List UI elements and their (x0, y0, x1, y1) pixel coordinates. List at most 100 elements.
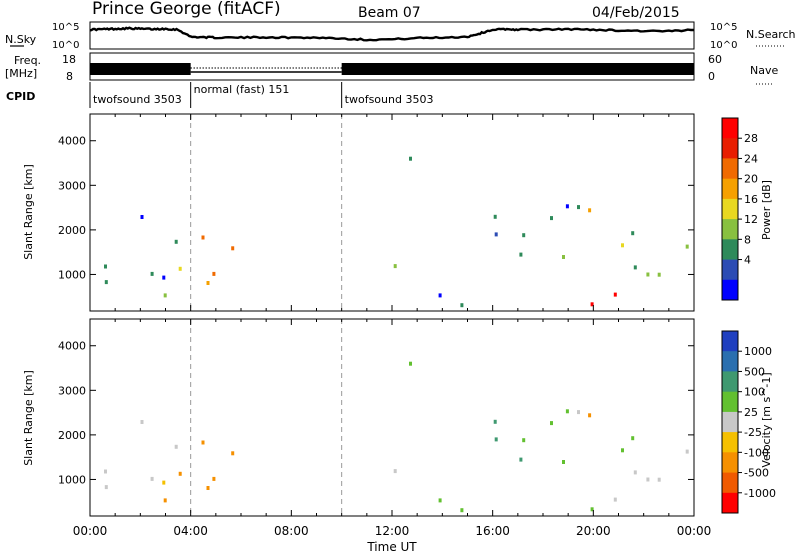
nave-tick-bottom: 0 (708, 70, 715, 83)
power-echo-cell (577, 205, 580, 210)
power-colorbar-swatch (722, 239, 738, 260)
velocity-colorbar-swatch (722, 472, 738, 494)
cpid-entry: twofsound 3503 (93, 93, 182, 106)
power-echo-cell (657, 272, 661, 277)
power-ylabel: Slant Range [km] (22, 164, 35, 260)
power-colorbar-tick-label: 12 (744, 213, 758, 226)
date-label: 04/Feb/2015 (592, 5, 680, 21)
time-tick-label: 00:00 (677, 524, 712, 538)
velocity-colorbar-label: Velocity [m s^-1] (760, 372, 773, 467)
power-colorbar-tick-label: 4 (744, 254, 751, 267)
cpid-entry: twofsound 3503 (345, 93, 434, 106)
nsky-tick-top: 10^5 (52, 22, 79, 33)
beam-label: Beam 07 (358, 5, 421, 21)
power-colorbar: 28 24 20 16 12 8 4 (721, 117, 758, 301)
velocity-echo-cell (562, 460, 565, 464)
power-plot-area (90, 114, 694, 311)
velocity-colorbar-tick-label: 1000 (744, 345, 772, 358)
velocity-echo-cell (174, 444, 178, 449)
velocity-colorbar-swatch (722, 452, 738, 473)
velocity-echo-cell (460, 508, 464, 513)
nave-label: Nave (750, 64, 778, 77)
nsky-label: N.Sky (5, 33, 37, 46)
power-y-ticks: 1000 2000 3000 4000 (58, 135, 694, 281)
nsearch-label: N.Search (746, 28, 796, 41)
velocity-colorbar-swatch (722, 492, 738, 514)
power-echo-cell (140, 215, 144, 219)
power-echo-cell (565, 204, 569, 209)
power-echo-cell (590, 302, 594, 307)
velocity-colorbar-swatch (722, 351, 738, 372)
nsky-panel: N.Sky 10^5 10^0 10^5 10^0 N.Search (5, 21, 796, 51)
velocity-echo-cell (519, 457, 523, 462)
velocity-echo-cells (104, 361, 689, 513)
velocity-colorbar-tick-label: 500 (744, 365, 765, 378)
velocity-echo-cell (646, 477, 650, 482)
velocity-colorbar-tick-label: -25 (744, 426, 762, 439)
power-echo-cell (163, 293, 167, 298)
velocity-colorbar-swatch (722, 432, 738, 453)
velocity-echo-cell (631, 436, 635, 441)
velocity-echo-cell (393, 469, 397, 474)
power-colorbar-swatch (722, 198, 738, 220)
power-x-ticks (89, 114, 695, 311)
time-tick-label: 08:00 (274, 524, 309, 538)
power-echo-cell (104, 280, 108, 285)
velocity-colorbar-swatch (722, 391, 738, 413)
velocity-echo-cell (493, 419, 497, 424)
power-echo-cell (613, 292, 617, 297)
freq-unit: [MHz] (5, 67, 37, 80)
y-tick-label: 4000 (58, 135, 86, 148)
y-tick-label: 2000 (58, 224, 86, 237)
freq-tick-top: 18 (62, 53, 76, 66)
velocity-echo-cell (577, 410, 580, 415)
freq-tick-bottom: 8 (66, 70, 73, 83)
power-echo-cell (174, 239, 178, 244)
velocity-echo-cell (140, 420, 144, 424)
velocity-echo-cell (494, 437, 498, 442)
velocity-colorbar-swatch (722, 371, 738, 393)
time-tick-label: 12:00 (375, 524, 410, 538)
cpid-label: CPID (6, 90, 35, 103)
power-echo-cell (621, 243, 624, 248)
velocity-ylabel: Slant Range [km] (22, 370, 35, 466)
power-echo-cell (631, 231, 635, 236)
power-mode-dividers (190, 114, 343, 311)
freq-segment-solid (90, 63, 191, 75)
power-colorbar-tick-label: 16 (744, 193, 758, 206)
y-tick-label: 1000 (58, 473, 86, 486)
velocity-echo-cell (162, 480, 166, 485)
velocity-echo-cell (565, 409, 569, 414)
power-colorbar-swatch (722, 178, 738, 200)
nave-tick-top: 60 (708, 53, 722, 66)
velocity-x-ticks (89, 319, 695, 516)
velocity-echo-cell (104, 485, 108, 490)
velocity-echo-cell (201, 440, 205, 445)
y-tick-label: 3000 (58, 179, 86, 192)
power-colorbar-tick-label: 28 (744, 132, 758, 145)
velocity-panel: 1000 2000 3000 4000 Slant Range [km] 1000 50… (22, 318, 776, 517)
velocity-echo-cell (522, 438, 526, 443)
y-tick-label: 2000 (58, 429, 86, 442)
power-echo-cell (393, 264, 397, 269)
velocity-echo-cell (550, 421, 553, 426)
power-echo-cell (162, 275, 166, 280)
power-echo-cell (522, 233, 526, 238)
y-tick-label: 4000 (58, 340, 86, 353)
power-echo-cell (178, 266, 182, 271)
y-tick-label: 3000 (58, 384, 86, 397)
velocity-echo-cell (231, 451, 235, 456)
velocity-colorbar-swatch (722, 411, 738, 433)
power-colorbar-label: Power [dB] (760, 180, 773, 240)
power-echo-cell (588, 208, 592, 213)
velocity-echo-cell (150, 476, 154, 481)
power-echo-cell (562, 255, 565, 259)
time-tick-label: 20:00 (576, 524, 611, 538)
nsky-tick-bottom: 10^0 (52, 40, 79, 51)
power-echo-cell (633, 265, 637, 270)
freq-bar-group (90, 63, 694, 75)
power-colorbar-swatch (722, 118, 738, 139)
power-echo-cell (212, 271, 216, 276)
nsky-series-line (89, 26, 694, 42)
velocity-colorbar-tick-label: -500 (744, 467, 769, 480)
